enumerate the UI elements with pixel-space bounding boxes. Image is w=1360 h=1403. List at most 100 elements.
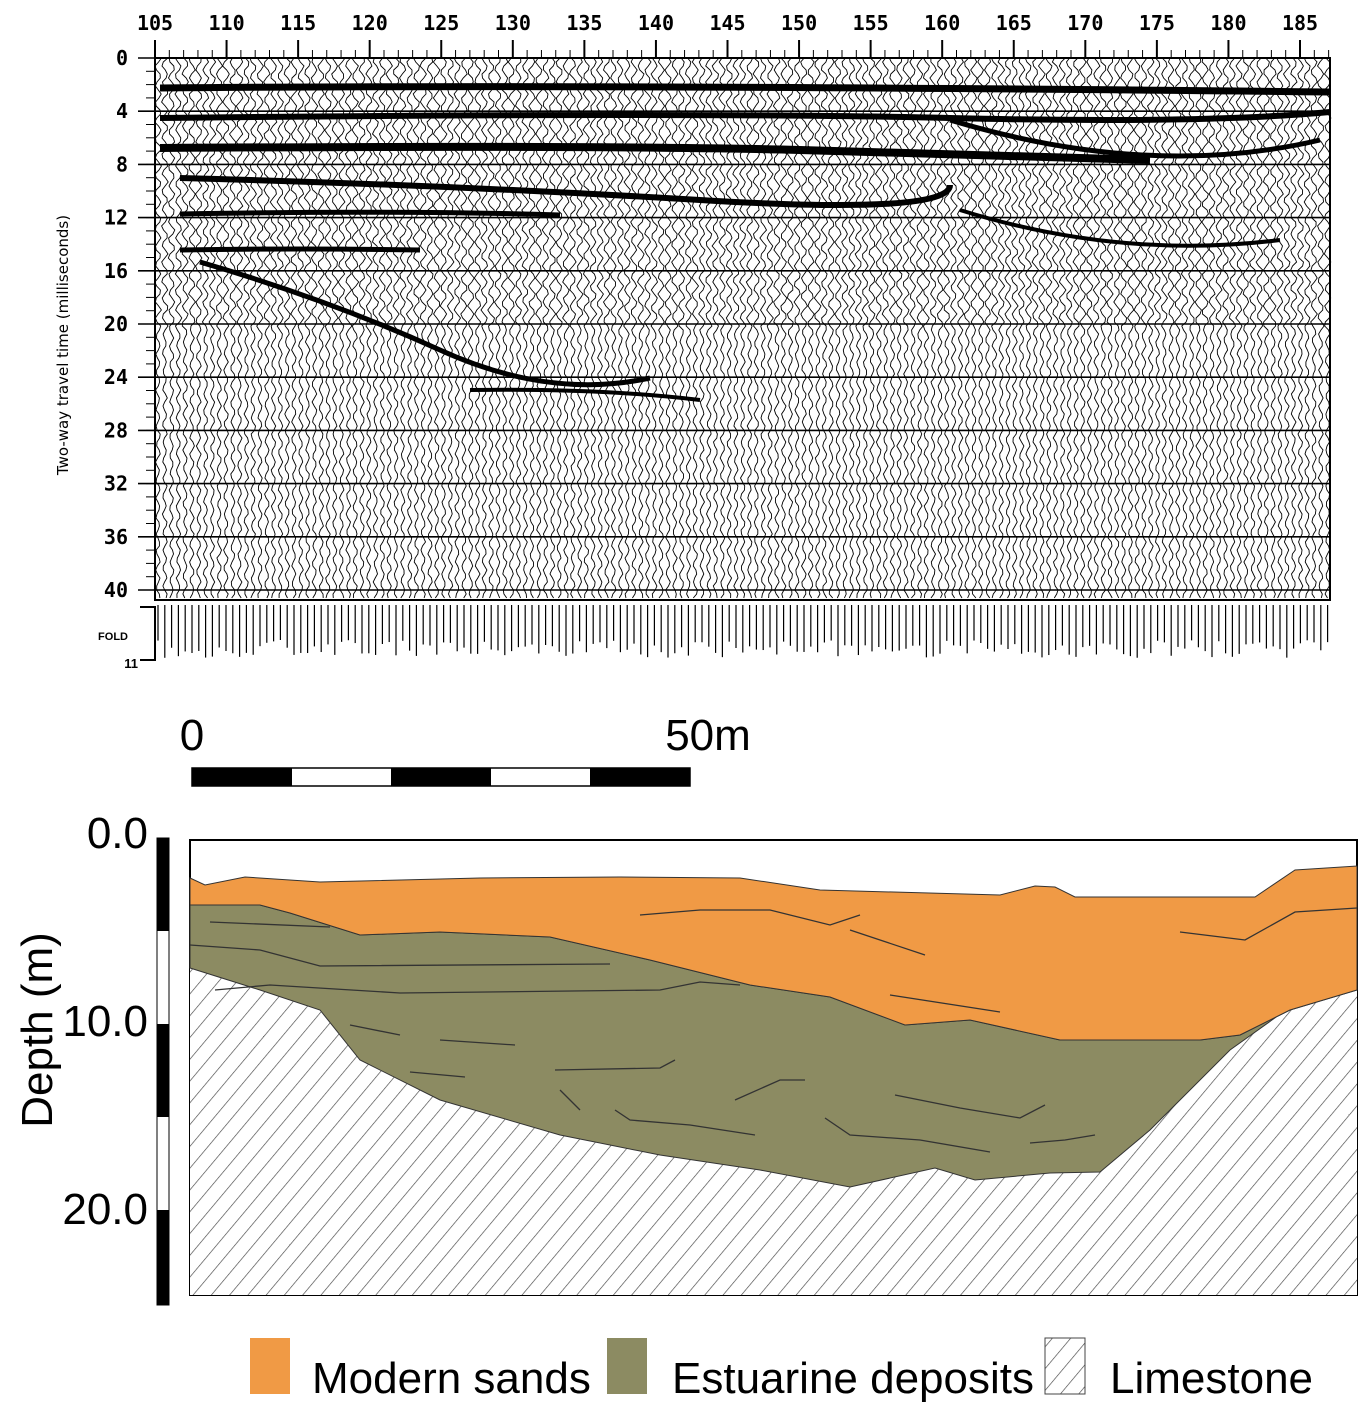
trace xyxy=(664,57,672,599)
trace xyxy=(1099,57,1108,599)
trace xyxy=(371,57,380,599)
trace xyxy=(337,57,346,599)
trace xyxy=(344,57,353,599)
trace xyxy=(779,57,788,599)
y-tick-label: 0 xyxy=(116,46,128,70)
trace xyxy=(997,57,1006,599)
scale-bar: 0 50m xyxy=(180,711,751,787)
x-tick-label: 135 xyxy=(566,11,602,35)
trace xyxy=(868,57,876,599)
trace xyxy=(1112,57,1121,599)
trace xyxy=(527,57,536,599)
trace xyxy=(745,57,754,599)
x-tick-label: 150 xyxy=(781,11,817,35)
trace xyxy=(1037,57,1047,599)
trace xyxy=(215,57,224,599)
trace xyxy=(609,57,618,599)
trace xyxy=(323,57,332,599)
x-tick-label: 140 xyxy=(638,11,674,35)
trace xyxy=(834,57,842,599)
trace xyxy=(1051,57,1060,599)
trace xyxy=(602,57,611,599)
trace xyxy=(310,57,319,599)
trace xyxy=(466,57,475,599)
trace xyxy=(1187,57,1196,599)
trace xyxy=(949,57,958,599)
trace xyxy=(990,57,999,599)
y-axis-label: Depth (m) xyxy=(13,932,62,1128)
trace xyxy=(201,57,210,599)
trace xyxy=(317,57,326,599)
trace xyxy=(405,57,414,599)
trace xyxy=(194,57,203,599)
trace xyxy=(473,57,482,599)
x-tick-label: 110 xyxy=(209,11,245,35)
trace xyxy=(154,57,163,599)
x-tick-label: 180 xyxy=(1210,11,1246,35)
trace xyxy=(432,57,441,599)
legend: Modern sands Estuarine deposits Limeston… xyxy=(250,1337,1313,1403)
trace xyxy=(1106,57,1114,599)
x-tick-label: 175 xyxy=(1139,11,1175,35)
trace xyxy=(1092,57,1101,599)
trace xyxy=(1323,57,1332,599)
reflector xyxy=(469,387,701,402)
y-tick-label: 16 xyxy=(104,259,128,283)
trace xyxy=(1126,57,1135,599)
trace xyxy=(290,57,298,599)
y-tick-label: 20.0 xyxy=(62,1185,148,1234)
fold-bracket xyxy=(140,606,156,661)
trace xyxy=(636,57,645,599)
trace xyxy=(895,57,903,599)
trace xyxy=(1194,57,1203,599)
trace xyxy=(480,57,488,599)
trace xyxy=(820,57,829,599)
cross-section: Depth (m) xyxy=(13,837,1358,1306)
trace xyxy=(1174,57,1182,599)
trace xyxy=(249,57,258,599)
y-tick-label: 36 xyxy=(104,525,128,549)
trace xyxy=(806,57,815,599)
trace xyxy=(446,57,455,599)
x-tick-label: 165 xyxy=(996,11,1032,35)
fold-value: 11 xyxy=(124,656,138,671)
legend-label: Limestone xyxy=(1110,1354,1313,1403)
y-tick-label: 32 xyxy=(104,472,128,496)
trace xyxy=(1072,57,1080,599)
trace xyxy=(256,57,264,599)
trace xyxy=(970,57,978,599)
trace xyxy=(1228,57,1237,599)
trace xyxy=(623,57,632,599)
trace xyxy=(1289,57,1298,599)
trace xyxy=(487,57,496,599)
trace xyxy=(677,57,686,599)
trace xyxy=(1017,57,1026,599)
trace xyxy=(534,57,543,599)
trace xyxy=(161,57,169,599)
trace xyxy=(582,57,591,599)
trace xyxy=(1065,57,1074,599)
trace xyxy=(568,57,577,599)
reflector xyxy=(179,246,421,253)
trace xyxy=(297,57,305,599)
trace xyxy=(718,57,727,599)
trace xyxy=(800,57,808,599)
trace xyxy=(357,57,366,599)
trace xyxy=(561,57,570,599)
trace xyxy=(548,57,557,599)
trace xyxy=(596,57,604,599)
x-tick-label: 120 xyxy=(352,11,388,35)
x-tick-label: 105 xyxy=(137,11,173,35)
trace xyxy=(861,57,870,599)
y-axis-label: Two-way travel time (milliseconds) xyxy=(54,215,72,476)
y-tick-label: 24 xyxy=(104,365,128,389)
trace xyxy=(936,57,944,599)
trace xyxy=(208,57,217,599)
trace xyxy=(1180,57,1189,599)
trace xyxy=(1024,57,1033,599)
trace xyxy=(555,57,564,599)
trace xyxy=(766,57,774,599)
trace xyxy=(1078,57,1087,599)
trace xyxy=(419,57,428,599)
